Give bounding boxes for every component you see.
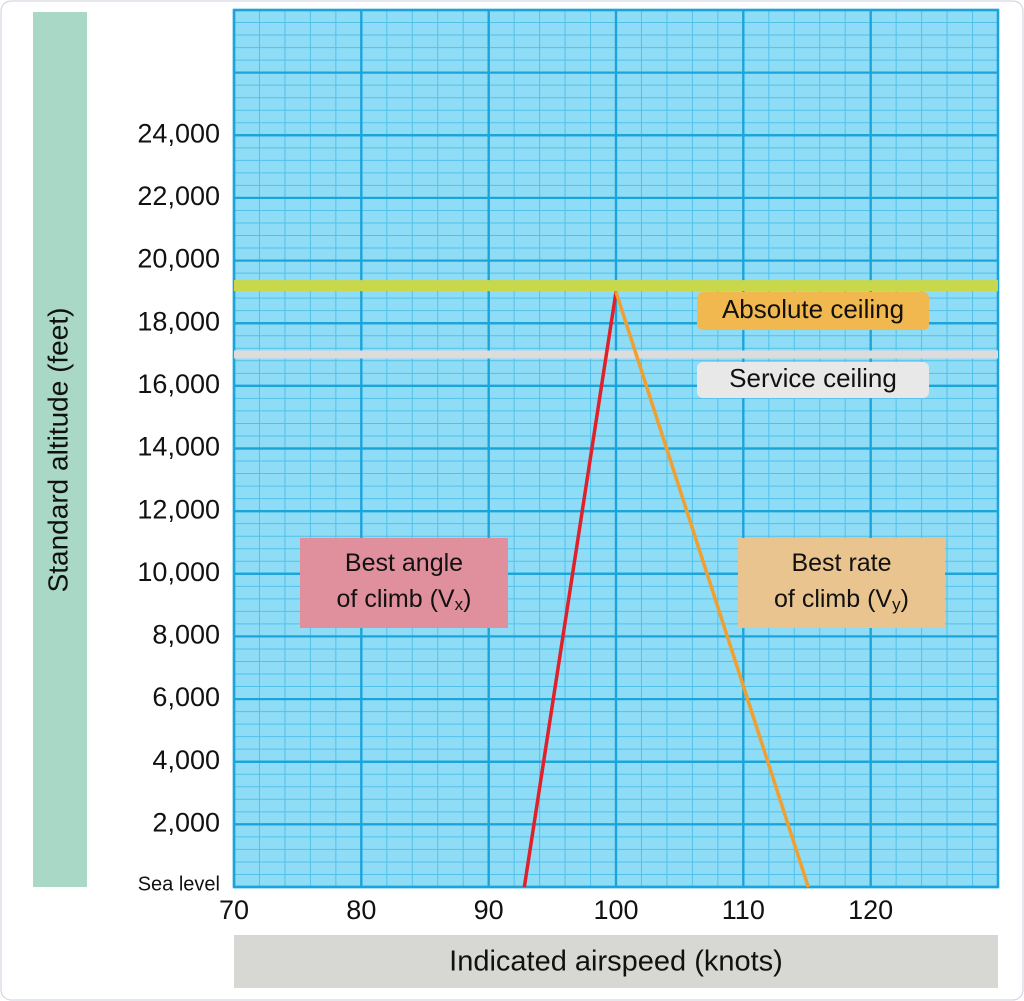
y-tick-label: 20,000 (137, 244, 220, 274)
x-tick-label: 100 (593, 895, 638, 925)
y-tick-label: 4,000 (152, 745, 220, 775)
reference-label: Absolute ceiling (722, 294, 904, 324)
x-tick-label: 120 (848, 895, 893, 925)
annotation-text: of climb (Vx) (337, 585, 472, 615)
y-axis-label: Standard altitude (feet) (42, 308, 73, 593)
y-tick-label: 12,000 (137, 494, 220, 524)
reference-label-box (697, 292, 929, 330)
annotation-subscript: x (455, 595, 464, 614)
series-line (522, 291, 618, 888)
y-label-box (33, 12, 87, 887)
annotation-box (300, 538, 508, 628)
annotation-text: Best rate (791, 549, 891, 577)
x-axis-label: Indicated airspeed (knots) (449, 946, 783, 978)
x-tick-label: 110 (722, 895, 765, 925)
annotation-line: of climb (V (774, 585, 892, 613)
annotation-box (738, 538, 945, 628)
y-tick-label: 22,000 (137, 181, 220, 211)
annotation-suffix: ) (463, 585, 471, 613)
y-tick-label: 16,000 (137, 369, 220, 399)
x-tick-label: 90 (474, 895, 504, 925)
series-line (614, 291, 810, 888)
annotation-suffix: ) (901, 585, 909, 613)
y-tick-label: Sea level (138, 873, 220, 895)
y-tick-label: 18,000 (137, 306, 220, 336)
x-label-box (234, 935, 998, 988)
reference-label: Service ceiling (729, 363, 897, 393)
annotation-line: of climb (V (337, 585, 455, 613)
annotation-line: Best angle (345, 549, 463, 577)
y-tick-label: 6,000 (152, 682, 220, 712)
y-tick-label: 14,000 (137, 432, 220, 462)
x-tick-label: 70 (219, 895, 249, 925)
y-tick-label: 2,000 (152, 807, 220, 837)
x-tick-label: 80 (346, 895, 376, 925)
y-tick-label: 24,000 (137, 118, 220, 148)
annotation-text: of climb (Vy) (774, 585, 909, 615)
y-tick-label: 8,000 (152, 620, 220, 650)
annotation-line: Best rate (791, 549, 891, 577)
reference-label-box (697, 362, 929, 398)
y-tick-label: 10,000 (137, 557, 220, 587)
annotation-text: Best angle (345, 549, 463, 577)
annotation-subscript: y (892, 595, 901, 614)
